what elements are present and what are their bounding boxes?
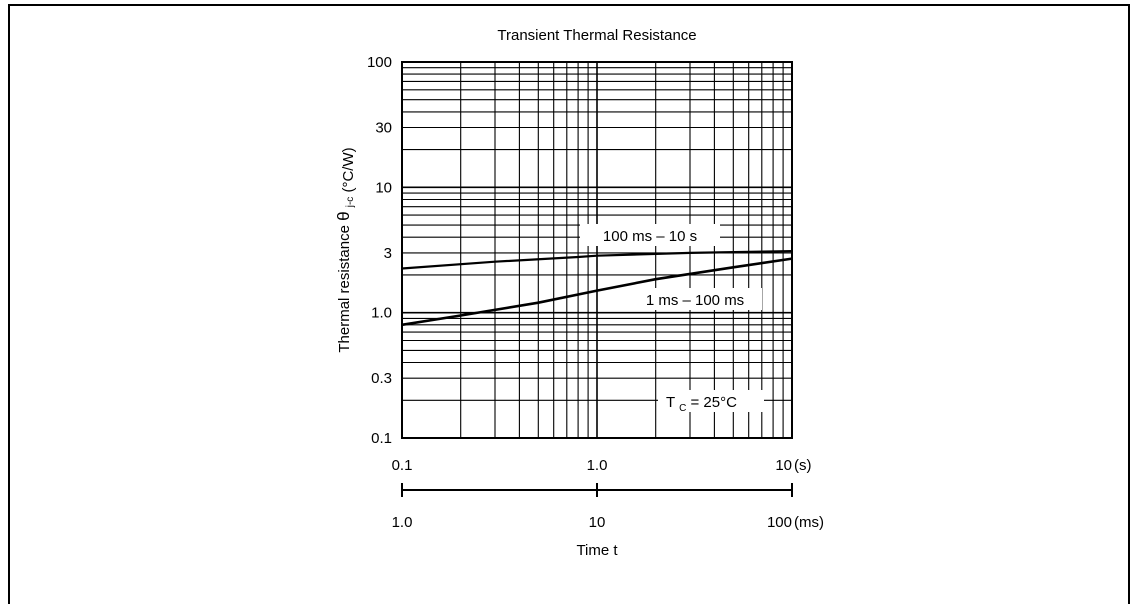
y-tick-label: 0.1	[371, 430, 392, 447]
y-axis-label: Thermal resistance θ j-c (°C/W)	[334, 147, 357, 352]
series-label-100ms-10s-text: 100 ms – 10 s	[603, 228, 697, 245]
y-tick-label: 1.0	[371, 305, 392, 322]
y-tick-label: 30	[375, 120, 392, 137]
secondary-x-tick-labels: 1.0 10 100	[392, 514, 792, 531]
secondary-x-axis-unit: (ms)	[794, 514, 824, 531]
x-tick-label: 1.0	[587, 457, 608, 474]
y-tick-label: 0.3	[371, 370, 392, 387]
secondary-x-tick-label: 100	[767, 514, 792, 531]
series-lines	[401, 250, 793, 327]
annotation-value: = 25°C	[690, 394, 737, 411]
grid	[402, 62, 792, 438]
series-line-2	[401, 257, 793, 327]
y-tick-label: 100	[367, 54, 392, 71]
y-tick-label: 10	[375, 179, 392, 196]
series-line-1	[401, 250, 793, 270]
y-axis-label-text: Thermal resistance	[336, 225, 353, 353]
annotation-sub: C	[679, 403, 686, 414]
y-axis-symbol: θ	[334, 211, 353, 220]
x-axis-unit: (s)	[794, 457, 812, 474]
x-axis-label: Time t	[576, 542, 618, 559]
chart-title: Transient Thermal Resistance	[497, 27, 696, 44]
series-label-1ms-100ms-text: 1 ms – 100 ms	[646, 292, 744, 309]
x-tick-label: 0.1	[392, 457, 413, 474]
annotation-t: T	[666, 394, 675, 411]
secondary-x-tick-label: 1.0	[392, 514, 413, 531]
x-tick-label: 10	[775, 457, 792, 474]
figure-frame	[8, 4, 1130, 604]
y-axis-symbol-subscript: j-c	[345, 197, 356, 209]
y-tick-labels: 0.1 0.3 1.0 3 10 30 100	[367, 54, 392, 447]
thermal-resistance-chart: Transient Thermal Resistance 0.1 0.3 1.0 3 1…	[334, 27, 824, 559]
y-axis-unit: (°C/W)	[340, 147, 357, 192]
case-temperature-annotation: T C = 25°C	[658, 390, 764, 415]
x-tick-labels: 0.1 1.0 10	[392, 457, 792, 474]
series-label-1ms-100ms: 1 ms – 100 ms	[628, 288, 762, 310]
plot-area	[401, 61, 793, 439]
svg-text:T C = 25°C: T C = 25°C	[666, 394, 737, 415]
secondary-x-axis	[401, 483, 793, 497]
series-label-100ms-10s: 100 ms – 10 s	[580, 224, 720, 246]
secondary-x-tick-label: 10	[589, 514, 606, 531]
y-tick-label: 3	[384, 245, 392, 262]
